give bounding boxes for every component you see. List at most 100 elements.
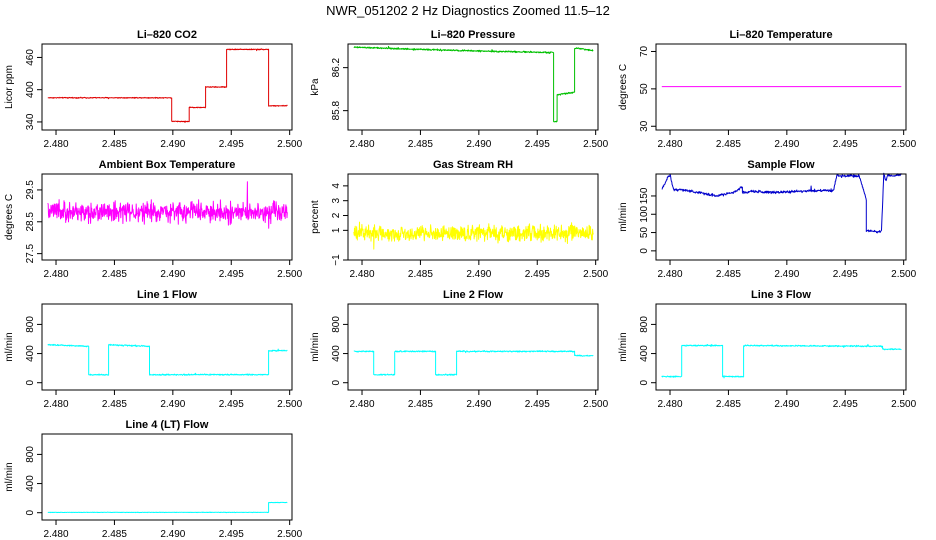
series-line	[353, 45, 594, 123]
x-tick-label: 2.485	[408, 399, 433, 410]
x-tick-label: 2.490	[160, 399, 185, 410]
panel-title: Gas Stream RH	[433, 159, 513, 171]
x-tick-label: 2.485	[102, 399, 127, 410]
x-tick-label: 2.490	[774, 139, 799, 150]
x-tick-label: 2.485	[716, 269, 741, 280]
figure-title: NWR_051202 2 Hz Diagnostics Zoomed 11.5–…	[326, 3, 610, 18]
y-tick-label: 3	[331, 197, 342, 203]
y-axis-label: ml/min	[618, 202, 629, 231]
y-tick-label: 400	[25, 81, 36, 98]
y-tick-label: 1	[331, 227, 342, 233]
y-axis-label: ml/min	[4, 332, 15, 361]
x-tick-label: 2.485	[408, 269, 433, 280]
x-tick-label: 2.500	[891, 399, 916, 410]
x-tick-label: 2.495	[219, 139, 244, 150]
x-tick-label: 2.495	[525, 399, 550, 410]
x-tick-label: 2.495	[219, 529, 244, 540]
y-tick-label: 27.5	[25, 243, 36, 263]
y-tick-label: 400	[25, 345, 36, 362]
panel-title: Line 3 Flow	[751, 289, 811, 301]
panel-8: Line 2 Flow ml/min 2.480 2.485 2.490 2.495 2.5…	[310, 289, 609, 410]
y-axis-label: ml/min	[4, 462, 15, 491]
plot-frame	[41, 303, 293, 391]
plot-frame	[655, 303, 907, 391]
y-tick-label: 150	[639, 187, 650, 204]
y-tick-label: 0	[639, 248, 650, 254]
x-tick-label: 2.495	[219, 269, 244, 280]
panel-grid: Li–820 CO2 Licor ppm 2.480 2.485 2.490 2.495 2…	[4, 29, 917, 540]
y-axis-label: degrees C	[618, 64, 629, 110]
plot-frame	[655, 173, 907, 261]
series-line	[47, 48, 288, 123]
x-tick-label: 2.490	[466, 139, 491, 150]
x-tick-label: 2.490	[160, 139, 185, 150]
y-tick-label: −1	[331, 254, 342, 266]
y-axis-label: ml/min	[310, 332, 321, 361]
y-tick-label: 400	[639, 345, 650, 362]
panel-5: Gas Stream RH percent 2.480 2.485 2.490 2.495…	[310, 159, 609, 280]
series-line	[47, 501, 288, 514]
x-tick-label: 2.495	[525, 269, 550, 280]
panel-title: Sample Flow	[747, 159, 815, 171]
y-tick-label: 29.5	[25, 180, 36, 200]
x-tick-label: 2.490	[466, 269, 491, 280]
series-line	[47, 181, 288, 229]
y-tick-label: 400	[331, 345, 342, 362]
x-tick-label: 2.500	[277, 269, 302, 280]
x-tick-label: 2.500	[277, 139, 302, 150]
x-tick-label: 2.495	[525, 139, 550, 150]
y-tick-label: 28.5	[25, 212, 36, 232]
x-tick-label: 2.480	[658, 269, 683, 280]
x-tick-label: 2.500	[277, 399, 302, 410]
x-tick-label: 2.500	[583, 269, 608, 280]
y-axis-label: Licor ppm	[4, 65, 15, 109]
panel-9: Line 3 Flow ml/min 2.480 2.485 2.490 2.495 2.5…	[618, 289, 917, 410]
x-tick-label: 2.485	[102, 269, 127, 280]
x-tick-label: 2.490	[774, 399, 799, 410]
y-tick-label: 50	[639, 227, 650, 239]
x-tick-label: 2.485	[102, 529, 127, 540]
panel-title: Line 4 (LT) Flow	[126, 419, 209, 431]
x-tick-label: 2.480	[658, 139, 683, 150]
y-tick-label: 400	[25, 475, 36, 492]
y-tick-label: 0	[331, 379, 342, 385]
y-tick-label: 0	[25, 509, 36, 515]
panel-title: Li–820 CO2	[137, 29, 197, 41]
series-line	[661, 172, 902, 234]
y-tick-label: 2	[331, 212, 342, 218]
plot-frame	[41, 173, 293, 261]
x-tick-label: 2.480	[350, 269, 375, 280]
y-tick-label: 50	[639, 83, 650, 95]
x-tick-label: 2.480	[44, 269, 69, 280]
x-tick-label: 2.480	[658, 399, 683, 410]
panel-title: Line 2 Flow	[443, 289, 503, 301]
y-tick-label: 4	[331, 183, 342, 189]
plot-frame	[347, 303, 599, 391]
x-tick-label: 2.500	[891, 269, 916, 280]
y-tick-label: 800	[25, 446, 36, 463]
panel-7: Line 1 Flow ml/min 2.480 2.485 2.490 2.495 2.5…	[4, 289, 303, 410]
x-tick-label: 2.485	[716, 139, 741, 150]
series-line	[353, 221, 594, 250]
plot-frame	[347, 43, 599, 131]
x-tick-label: 2.500	[277, 529, 302, 540]
y-tick-label: 0	[639, 379, 650, 385]
x-tick-label: 2.480	[350, 399, 375, 410]
x-tick-label: 2.480	[350, 139, 375, 150]
x-tick-label: 2.490	[466, 399, 491, 410]
x-tick-label: 2.500	[583, 399, 608, 410]
panel-6: Sample Flow ml/min 2.480 2.485 2.490 2.495 2.5…	[618, 159, 917, 280]
y-tick-label: 0	[25, 379, 36, 385]
y-tick-label: 800	[639, 316, 650, 333]
y-axis-label: degrees C	[4, 194, 15, 240]
x-tick-label: 2.500	[891, 139, 916, 150]
y-axis-label: ml/min	[618, 332, 629, 361]
y-tick-label: 30	[639, 120, 650, 132]
series-line	[353, 350, 594, 376]
plot-frame	[655, 43, 907, 131]
x-tick-label: 2.485	[102, 139, 127, 150]
x-tick-label: 2.485	[408, 139, 433, 150]
panel-3: Li–820 Temperature degrees C 2.480 2.485 2.4…	[618, 29, 917, 150]
x-tick-label: 2.495	[833, 269, 858, 280]
